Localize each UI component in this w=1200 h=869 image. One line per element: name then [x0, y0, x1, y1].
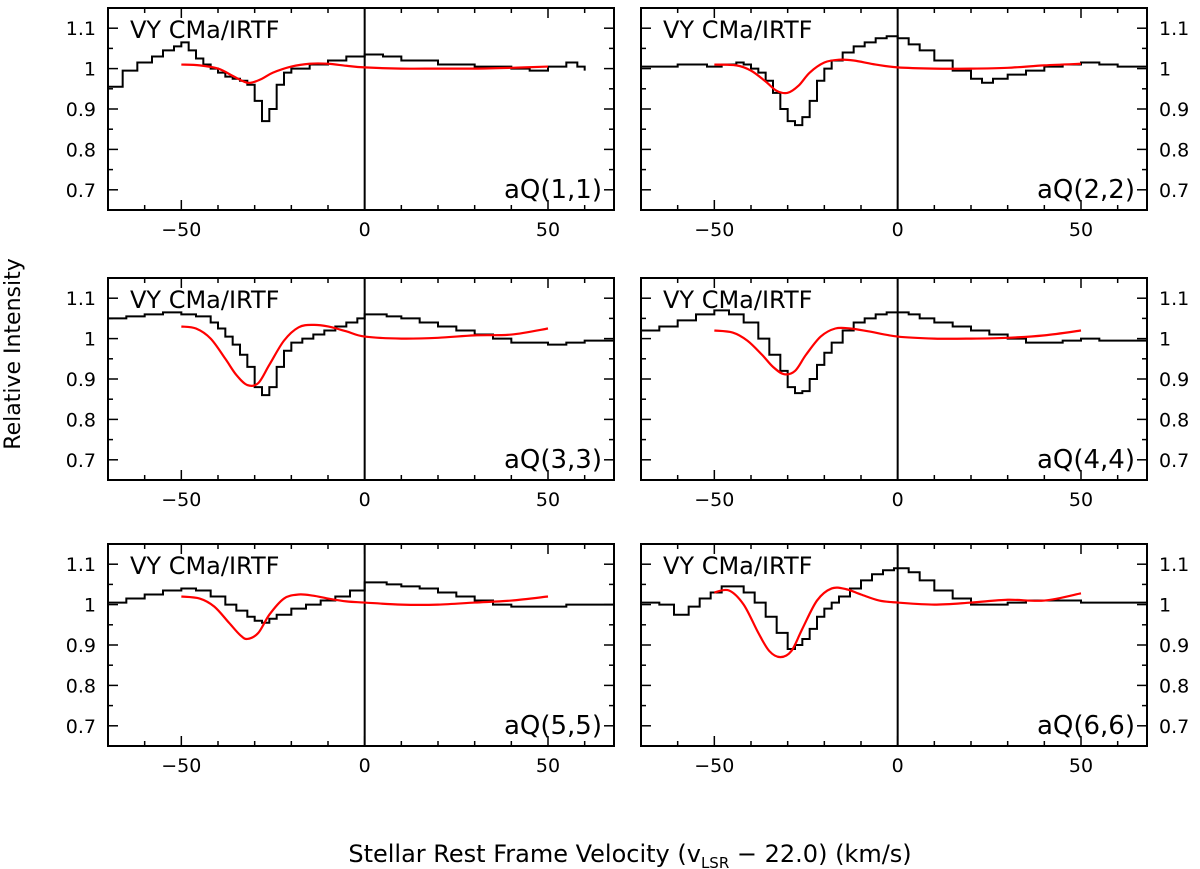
observed-spectrum-line [108, 581, 614, 624]
chart-panel-3: 0.7 0.8 0.9 1 1.1 −50 0 50 VY CMa/IRTF aQ(3,3) [66, 277, 615, 511]
panel-title: VY CMa/IRTF [130, 286, 279, 314]
y-tick-label: 0.8 [66, 409, 96, 431]
chart-panel-4: 0.7 0.8 0.9 1 1.1 −50 0 50 VY CMa/IRTF aQ(4,4) [640, 277, 1189, 511]
y-tick-label: 0.9 [1159, 635, 1189, 657]
y-tick-label: 0.9 [1159, 369, 1189, 391]
y-tick-label: 0.8 [1159, 675, 1189, 697]
x-tick-label: 0 [359, 219, 371, 241]
x-tick-label: −50 [694, 219, 734, 241]
transition-label: aQ(4,4) [1037, 445, 1135, 475]
x-tick-label: 50 [536, 219, 560, 241]
x-tick-label: −50 [161, 489, 201, 511]
x-tick-label: 50 [1069, 219, 1093, 241]
panel-title: VY CMa/IRTF [663, 286, 812, 314]
observed-spectrum-line [108, 311, 614, 397]
y-tick-label: 1.1 [66, 554, 96, 576]
observed-spectrum-line [108, 41, 586, 123]
observed-spectrum-line [641, 309, 1147, 395]
model-spectrum-line [181, 593, 549, 641]
transition-label: aQ(3,3) [504, 445, 602, 475]
y-tick-label: 0.7 [66, 716, 96, 738]
y-tick-label: 0.8 [66, 139, 96, 161]
x-axis-label-tail: − 22.0) (km/s) [729, 840, 911, 868]
observed-spectrum-line [641, 35, 1147, 127]
y-tick-label: 0.8 [66, 675, 96, 697]
observed-spectrum-line [641, 567, 1147, 651]
y-tick-label: 1.1 [66, 288, 96, 310]
y-tick-label: 0.9 [1159, 99, 1189, 121]
y-tick-label: 0.7 [1159, 716, 1189, 738]
model-spectrum-line [181, 323, 549, 388]
x-tick-label: 50 [1069, 489, 1093, 511]
y-axis-label: Relative Intensity [1, 258, 26, 449]
y-tick-label: 1 [1159, 595, 1171, 617]
y-tick-label: 0.8 [1159, 139, 1189, 161]
series-group [108, 311, 614, 397]
series-group [641, 567, 1147, 659]
x-tick-label: −50 [694, 755, 734, 777]
y-tick-label: 1 [1159, 59, 1171, 81]
y-tick-label: 1.1 [66, 18, 96, 40]
series-group [108, 581, 614, 641]
model-spectrum-line [714, 58, 1082, 95]
x-tick-label: 0 [892, 219, 904, 241]
transition-label: aQ(6,6) [1037, 711, 1135, 741]
y-tick-label: 0.9 [66, 635, 96, 657]
transition-label: aQ(2,2) [1037, 175, 1135, 205]
x-tick-label: −50 [161, 219, 201, 241]
series-group [108, 41, 586, 123]
panel-title: VY CMa/IRTF [663, 16, 812, 44]
y-tick-label: 1 [84, 595, 96, 617]
y-tick-label: 0.7 [1159, 180, 1189, 202]
chart-panel-5: 0.7 0.8 0.9 1 1.1 −50 0 50 VY CMa/IRTF aQ(5,5) [66, 543, 615, 777]
panel-title: VY CMa/IRTF [130, 552, 279, 580]
x-tick-label: −50 [694, 489, 734, 511]
x-tick-label: 0 [359, 489, 371, 511]
chart-panel-1: 0.7 0.8 0.9 1 1.1 −50 0 50 VY CMa/IRTF aQ(1,1) [66, 7, 615, 241]
x-axis-label: Stellar Rest Frame Velocity (vLSR − 22.0… [348, 840, 911, 869]
transition-label: aQ(1,1) [504, 175, 602, 205]
y-tick-label: 0.7 [66, 180, 96, 202]
x-tick-label: 50 [536, 755, 560, 777]
chart-panel-2: 0.7 0.8 0.9 1 1.1 −50 0 50 VY CMa/IRTF aQ(2,2) [640, 7, 1189, 241]
model-spectrum-line [714, 586, 1082, 659]
x-tick-label: −50 [161, 755, 201, 777]
y-tick-label: 1 [84, 329, 96, 351]
y-tick-label: 0.7 [66, 450, 96, 472]
y-tick-label: 1.1 [1159, 18, 1189, 40]
model-spectrum-line [714, 326, 1082, 376]
y-tick-label: 0.8 [1159, 409, 1189, 431]
y-tick-label: 1.1 [1159, 288, 1189, 310]
model-spectrum-line [181, 62, 549, 85]
y-tick-label: 1 [84, 59, 96, 81]
y-tick-label: 0.7 [1159, 450, 1189, 472]
x-axis-label-main: Stellar Rest Frame Velocity (v [348, 840, 701, 868]
y-tick-label: 0.9 [66, 369, 96, 391]
x-axis-label-subscript: LSR [701, 854, 729, 869]
x-tick-label: 50 [1069, 755, 1093, 777]
y-tick-label: 0.9 [66, 99, 96, 121]
x-tick-label: 50 [536, 489, 560, 511]
panel-title: VY CMa/IRTF [663, 552, 812, 580]
chart-panel-6: 0.7 0.8 0.9 1 1.1 −50 0 50 VY CMa/IRTF aQ(6,6) [640, 543, 1189, 777]
series-group [641, 35, 1147, 127]
transition-label: aQ(5,5) [504, 711, 602, 741]
panel-title: VY CMa/IRTF [130, 16, 279, 44]
x-tick-label: 0 [892, 755, 904, 777]
series-group [641, 309, 1147, 395]
y-tick-label: 1.1 [1159, 554, 1189, 576]
x-tick-label: 0 [892, 489, 904, 511]
y-tick-label: 1 [1159, 329, 1171, 351]
x-tick-label: 0 [359, 755, 371, 777]
